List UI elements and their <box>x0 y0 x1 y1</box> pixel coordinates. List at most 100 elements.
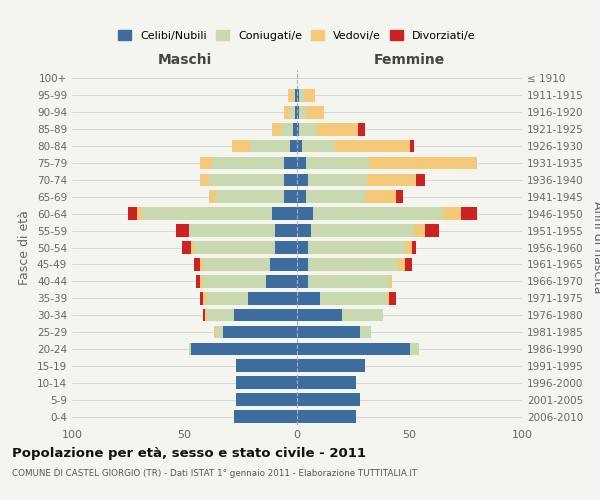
Bar <box>281 123 293 136</box>
Bar <box>234 410 297 423</box>
Bar <box>297 292 320 304</box>
Bar <box>193 241 275 254</box>
Bar <box>293 89 295 102</box>
Bar <box>293 123 297 136</box>
Bar <box>182 241 191 254</box>
Bar <box>297 309 342 322</box>
Bar <box>209 190 216 203</box>
Bar <box>275 224 297 237</box>
Legend: Celibi/Nubili, Coniugati/e, Vedovi/e, Divorziati/e: Celibi/Nubili, Coniugati/e, Vedovi/e, Di… <box>114 26 480 45</box>
Bar <box>207 309 234 322</box>
Bar <box>365 190 396 203</box>
Bar <box>308 275 389 287</box>
Bar <box>295 106 297 118</box>
Bar <box>342 309 383 322</box>
Bar <box>297 224 311 237</box>
Bar <box>191 241 193 254</box>
Bar <box>308 174 367 186</box>
Bar <box>389 275 392 287</box>
Bar <box>193 258 200 270</box>
Bar <box>297 376 355 389</box>
Bar <box>212 156 284 170</box>
Bar <box>297 410 355 423</box>
Bar <box>128 208 137 220</box>
Bar <box>405 258 412 270</box>
Bar <box>425 224 439 237</box>
Bar <box>223 326 297 338</box>
Bar <box>191 342 297 355</box>
Bar <box>214 326 216 338</box>
Bar <box>200 275 203 287</box>
Bar <box>306 156 369 170</box>
Bar <box>387 292 389 304</box>
Bar <box>297 360 365 372</box>
Bar <box>137 208 142 220</box>
Bar <box>297 106 299 118</box>
Bar <box>358 123 365 136</box>
Bar <box>297 156 306 170</box>
Text: Maschi: Maschi <box>157 54 212 68</box>
Bar <box>306 190 365 203</box>
Bar <box>203 309 205 322</box>
Bar <box>297 258 308 270</box>
Bar <box>398 258 405 270</box>
Bar <box>297 208 313 220</box>
Bar <box>288 89 293 102</box>
Bar <box>461 208 477 220</box>
Bar <box>317 123 358 136</box>
Bar <box>265 275 297 287</box>
Bar <box>189 224 275 237</box>
Bar <box>284 174 297 186</box>
Bar <box>236 360 297 372</box>
Bar <box>203 275 265 287</box>
Bar <box>369 156 477 170</box>
Bar <box>248 292 297 304</box>
Bar <box>443 208 461 220</box>
Bar <box>203 258 270 270</box>
Bar <box>414 224 425 237</box>
Bar <box>203 292 207 304</box>
Bar <box>207 292 248 304</box>
Bar <box>416 174 425 186</box>
Bar <box>367 174 416 186</box>
Bar <box>297 174 308 186</box>
Bar <box>302 140 335 152</box>
Bar <box>405 241 412 254</box>
Text: Femmine: Femmine <box>374 54 445 68</box>
Bar <box>272 208 297 220</box>
Bar <box>311 224 414 237</box>
Bar <box>297 275 308 287</box>
Bar <box>236 394 297 406</box>
Bar <box>232 140 250 152</box>
Bar <box>297 140 302 152</box>
Bar <box>272 123 281 136</box>
Text: COMUNE DI CASTEL GIORGIO (TR) - Dati ISTAT 1° gennaio 2011 - Elaborazione TUTTIT: COMUNE DI CASTEL GIORGIO (TR) - Dati IST… <box>12 469 417 478</box>
Bar <box>209 174 284 186</box>
Bar <box>308 258 398 270</box>
Bar <box>295 89 297 102</box>
Bar <box>290 106 295 118</box>
Y-axis label: Anni di nascita: Anni di nascita <box>590 201 600 294</box>
Bar <box>290 140 297 152</box>
Bar <box>142 208 272 220</box>
Bar <box>297 89 299 102</box>
Bar <box>389 292 396 304</box>
Bar <box>412 241 416 254</box>
Bar <box>297 241 308 254</box>
Bar <box>250 140 290 152</box>
Bar <box>297 342 409 355</box>
Bar <box>335 140 409 152</box>
Bar <box>297 394 360 406</box>
Bar <box>396 190 403 203</box>
Bar <box>234 309 297 322</box>
Bar <box>299 123 317 136</box>
Bar <box>284 190 297 203</box>
Bar <box>308 241 405 254</box>
Bar <box>200 292 203 304</box>
Bar <box>297 326 360 338</box>
Bar <box>200 156 212 170</box>
Bar <box>284 106 290 118</box>
Bar <box>200 174 209 186</box>
Bar <box>409 140 414 152</box>
Bar <box>360 326 371 338</box>
